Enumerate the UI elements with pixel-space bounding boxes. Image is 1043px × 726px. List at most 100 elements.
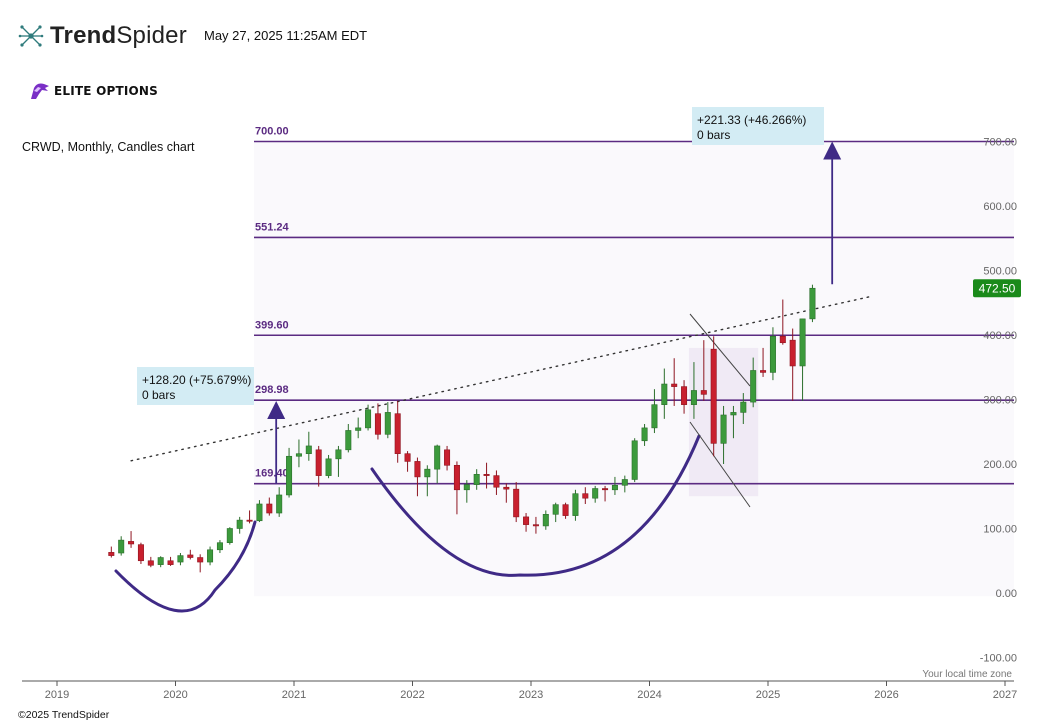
candle [335, 445, 342, 477]
candle [295, 439, 302, 468]
candle [246, 510, 253, 524]
candle-body [799, 318, 806, 367]
y-tick-label: 500.00 [983, 266, 1017, 278]
brand-name: TrendSpider [50, 22, 187, 49]
candle-body [503, 486, 510, 490]
candle [137, 542, 144, 564]
candle [147, 556, 154, 568]
candle-body [532, 524, 539, 527]
x-tick-label: 2022 [400, 689, 424, 701]
candle-body [216, 542, 223, 551]
candle [157, 556, 164, 568]
candle-body [226, 528, 233, 543]
candle-body [582, 493, 589, 499]
candle-body [286, 455, 293, 496]
measure-box [137, 367, 254, 405]
candle-body [473, 474, 480, 485]
candle-body [572, 493, 579, 516]
elite-options-label: ELITE OPTIONS [54, 84, 159, 98]
candle [266, 497, 273, 516]
candle-body [108, 552, 115, 556]
candle [384, 402, 391, 439]
candle [177, 553, 184, 566]
candle [414, 457, 421, 497]
candle [809, 284, 816, 323]
candle-body [434, 445, 441, 470]
candle-body [335, 449, 342, 460]
measure-arrow-head [267, 401, 286, 420]
candle-body [355, 427, 362, 431]
candle [503, 483, 510, 503]
candle [483, 462, 490, 489]
candle-body [345, 430, 352, 451]
candle-body [394, 413, 401, 454]
candle-body [700, 390, 707, 395]
candle [542, 510, 549, 530]
candle-body [147, 560, 154, 566]
candle-body [789, 339, 796, 367]
candle-body [690, 390, 697, 405]
candle [276, 487, 283, 517]
candle [493, 470, 500, 495]
candle-body [779, 335, 786, 344]
x-tick-label: 2024 [637, 689, 661, 701]
price-level-label: 700.00 [255, 126, 289, 138]
fib-shade [254, 141, 1014, 597]
candle [661, 368, 668, 419]
last-price-label: 472.50 [979, 282, 1016, 296]
candle-body [295, 453, 302, 457]
candle-body [246, 519, 253, 522]
candle [700, 340, 707, 401]
y-tick-label: 400.00 [983, 330, 1017, 342]
candle-body [207, 549, 214, 563]
candle [730, 405, 737, 439]
candle-body [236, 519, 243, 529]
candle [769, 327, 776, 381]
price-level-label: 169.40 [255, 468, 289, 480]
measure-change-text: +221.33 (+46.266%) [697, 113, 806, 127]
candle-body [483, 474, 490, 476]
candle [532, 516, 539, 534]
candle [473, 469, 480, 490]
candle-body [562, 504, 569, 516]
candle-body [463, 484, 470, 491]
candle [710, 336, 717, 457]
measure-box [692, 107, 824, 145]
measure-change-text: +128.20 (+75.679%) [142, 373, 251, 387]
candle-body [137, 544, 144, 562]
candle-body [552, 504, 559, 515]
candle [108, 546, 115, 558]
candle [779, 299, 786, 345]
candle-body [750, 370, 757, 403]
candle-body [769, 335, 776, 373]
candle-body [384, 412, 391, 435]
candle [444, 445, 451, 471]
candle [207, 546, 214, 566]
flag-channel-lower [689, 421, 751, 508]
candle [325, 454, 332, 479]
candle [552, 502, 559, 523]
candle-body [641, 427, 648, 442]
candle-body [266, 503, 273, 514]
candle-body [118, 539, 125, 554]
candle-body [740, 401, 747, 413]
candle [424, 465, 431, 497]
candle-body [256, 503, 263, 522]
trendspider-logo: TrendSpider [18, 18, 187, 54]
candle-body [453, 464, 460, 491]
candle [236, 516, 243, 534]
candle [760, 347, 767, 377]
candle-body [305, 445, 312, 454]
candle [167, 556, 174, 566]
price-level-label: 551.24 [255, 221, 290, 233]
candle [562, 502, 569, 519]
candle-body [631, 440, 638, 480]
candle [621, 475, 628, 493]
timestamp: May 27, 2025 11:25AM EDT [204, 28, 368, 43]
candle-body [424, 468, 431, 478]
candle [582, 487, 589, 504]
candle [651, 389, 658, 434]
elite-options-badge: ELITE OPTIONS [30, 82, 158, 100]
candle-body [710, 348, 717, 444]
